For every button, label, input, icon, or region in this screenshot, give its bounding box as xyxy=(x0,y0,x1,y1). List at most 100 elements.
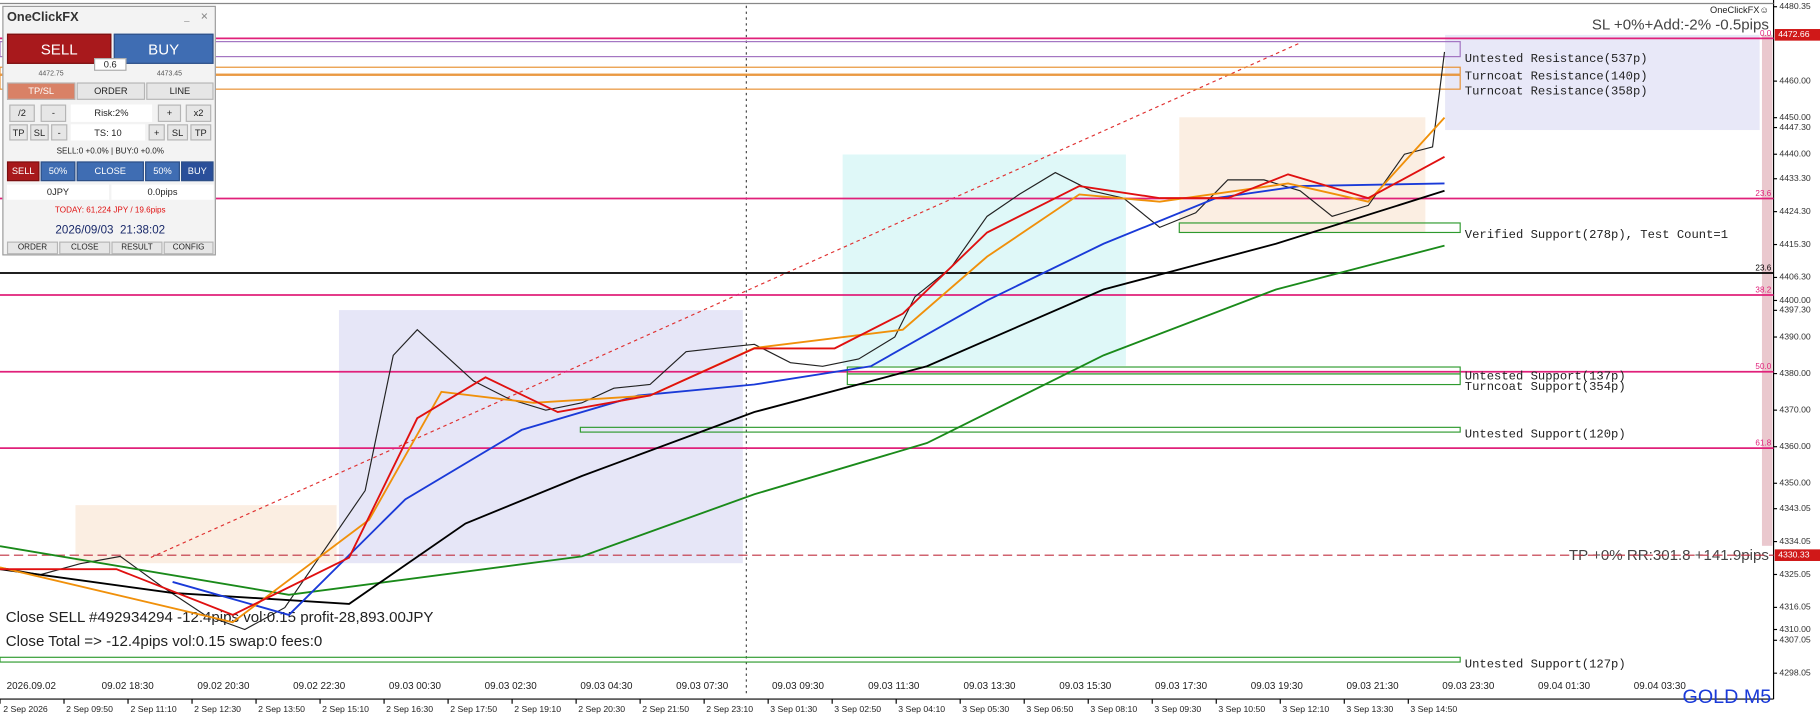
fib-label: 50.0 xyxy=(1755,362,1771,371)
button[interactable]: + xyxy=(157,104,182,122)
x-tick-label: 3 Sep 05:30 xyxy=(962,704,1009,714)
x-tick-label: 2 Sep 13:50 xyxy=(258,704,305,714)
minimize-icon[interactable]: _ xyxy=(184,11,190,22)
buy-button[interactable]: BUY xyxy=(113,33,214,64)
today-result: TODAY: 61,224 JPY / 19.6pips xyxy=(54,206,166,215)
order-panel: OneClickFX _ ✕ SELL BUY 0.6 4472.75 4473… xyxy=(2,5,216,256)
range-band xyxy=(1761,34,1773,546)
y-tick-label: 4440.00 xyxy=(1779,149,1811,159)
position-summary: SELL:0 +0.0% | BUY:0 +0.0% xyxy=(56,146,164,156)
price-tag xyxy=(1774,29,1820,41)
button[interactable]: + xyxy=(148,124,165,141)
x-tick-label: 3 Sep 10:50 xyxy=(1218,704,1265,714)
lot-input[interactable]: 0.6 xyxy=(94,58,127,71)
x-tick-label: 2026.09.02 xyxy=(7,681,56,692)
y-tick-label: 4390.00 xyxy=(1779,331,1811,341)
fib-label: 23.6 xyxy=(1755,189,1771,198)
zone-label: Untested Support(137p) xyxy=(1465,369,1626,383)
x-tick-label: 09.04 01:30 xyxy=(1538,681,1591,692)
tab[interactable]: TP/SL xyxy=(6,82,76,100)
zone-label: Untested Support(127p) xyxy=(1465,658,1626,672)
x-tick-label: 2 Sep 19:10 xyxy=(514,704,561,714)
x-tick-label: 2 Sep 23:10 xyxy=(706,704,753,714)
y-tick-label: 4415.30 xyxy=(1779,239,1811,249)
close-icon[interactable]: ✕ xyxy=(200,11,209,22)
fib-label: 23.6 xyxy=(1755,264,1771,273)
profit: 0JPY xyxy=(6,184,110,200)
pips: 0.0pips xyxy=(111,184,214,200)
zone-label: Turncoat Support(354p) xyxy=(1465,380,1626,394)
button[interactable]: SL xyxy=(30,124,49,141)
price-tag-label: 4472.66 xyxy=(1778,29,1810,39)
x-tick-label: 09.03 23:30 xyxy=(1442,681,1495,692)
x-tick-label: 3 Sep 14:50 xyxy=(1410,704,1457,714)
risk-field[interactable]: Risk:2% xyxy=(70,104,153,122)
button[interactable]: BUY xyxy=(181,161,214,182)
button[interactable]: 50% xyxy=(40,161,76,182)
x-tick-label: 2 Sep 15:10 xyxy=(322,704,369,714)
ts-field[interactable]: TS: 10 xyxy=(70,124,146,141)
x-tick-label: 09.02 18:30 xyxy=(102,681,155,692)
zone xyxy=(0,74,1461,90)
button[interactable]: TP xyxy=(9,124,28,141)
button[interactable]: 50% xyxy=(145,161,180,182)
y-tick-label: 4370.00 xyxy=(1779,404,1811,414)
zone-label: Untested Support(120p) xyxy=(1465,428,1626,442)
y-tick-label: 4450.00 xyxy=(1779,112,1811,122)
button[interactable]: - xyxy=(40,104,67,122)
zone xyxy=(0,41,1461,58)
close-line: Close SELL #492934294 -12.4pips vol:0.15… xyxy=(6,609,434,626)
zone-label: Turncoat Resistance(140p) xyxy=(1465,70,1648,84)
button[interactable]: SELL xyxy=(6,161,40,182)
session-box xyxy=(1179,117,1426,233)
menu-button[interactable]: RESULT xyxy=(111,241,163,255)
x-tick-label: 2 Sep 21:50 xyxy=(642,704,689,714)
fib-label: 38.2 xyxy=(1755,285,1771,294)
y-tick-label: 4397.30 xyxy=(1779,305,1811,315)
x-tick-label: 09.02 22:30 xyxy=(293,681,346,692)
menu-button[interactable]: CONFIG xyxy=(163,241,214,255)
tp-text: TP +0% RR:301.8 +141.9pips xyxy=(1569,547,1769,564)
y-tick-label: 4380.00 xyxy=(1779,368,1811,378)
session-box xyxy=(338,310,743,564)
zone xyxy=(1178,222,1461,234)
button[interactable]: SL xyxy=(167,124,189,141)
zone xyxy=(0,66,1461,75)
trend-line xyxy=(150,42,1301,558)
x-tick-label: 09.04 03:30 xyxy=(1634,681,1687,692)
menu-button[interactable]: ORDER xyxy=(6,241,59,255)
button[interactable]: - xyxy=(51,124,68,141)
close-line: Close Total => -12.4pips vol:0.15 swap:0… xyxy=(6,633,322,650)
x-tick-label: 3 Sep 13:30 xyxy=(1346,704,1393,714)
y-tick-label: 4360.00 xyxy=(1779,441,1811,451)
x-tick-label: 3 Sep 06:50 xyxy=(1026,704,1073,714)
y-tick-label: 4316.05 xyxy=(1779,602,1811,612)
moving-average xyxy=(172,182,1445,616)
x-tick-label: 2 Sep 12:30 xyxy=(194,704,241,714)
zone-label: Untested Resistance(537p) xyxy=(1465,52,1648,66)
x-tick-label: 09.03 07:30 xyxy=(676,681,729,692)
x-tick-label: 2 Sep 09:50 xyxy=(66,704,113,714)
x-tick-label: 09.03 04:30 xyxy=(580,681,633,692)
y-tick-label: 4298.05 xyxy=(1779,667,1811,677)
button[interactable]: x2 xyxy=(185,104,212,122)
button[interactable]: CLOSE xyxy=(76,161,144,182)
y-tick-label: 4447.30 xyxy=(1779,122,1811,132)
x-tick-label: 3 Sep 04:10 xyxy=(898,704,945,714)
button[interactable]: TP xyxy=(190,124,212,141)
tab[interactable]: ORDER xyxy=(76,82,146,100)
tab[interactable]: LINE xyxy=(146,82,214,100)
ask-price: 4473.45 xyxy=(156,70,183,78)
y-tick-label: 4433.30 xyxy=(1779,173,1811,183)
x-tick-label: 09.03 09:30 xyxy=(772,681,825,692)
sell-button[interactable]: SELL xyxy=(6,33,112,64)
x-tick-label: 09.03 17:30 xyxy=(1155,681,1208,692)
x-tick-label: 09.03 21:30 xyxy=(1346,681,1399,692)
x-tick-label: 2 Sep 16:30 xyxy=(386,704,433,714)
button[interactable]: /2 xyxy=(9,104,35,122)
y-tick-label: 4307.05 xyxy=(1779,635,1811,645)
x-tick-label: 09.03 00:30 xyxy=(389,681,442,692)
zone xyxy=(0,656,1461,663)
menu-button[interactable]: CLOSE xyxy=(59,241,111,255)
